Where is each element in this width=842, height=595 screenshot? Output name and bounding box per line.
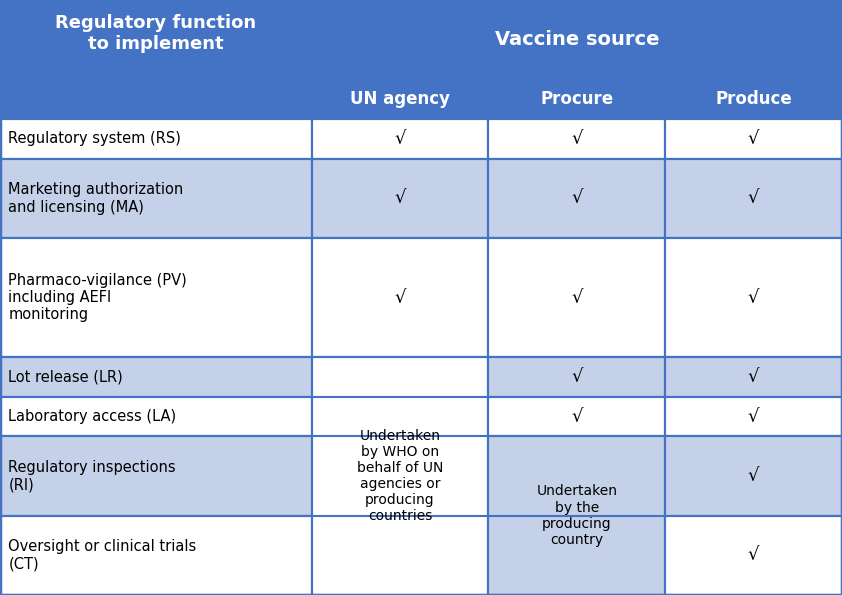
- FancyBboxPatch shape: [488, 159, 665, 238]
- Text: Undertaken
by the
producing
country: Undertaken by the producing country: [536, 484, 617, 547]
- FancyBboxPatch shape: [665, 159, 842, 238]
- FancyBboxPatch shape: [0, 0, 312, 79]
- Text: Undertaken
by WHO on
behalf of UN
agencies or
producing
countries: Undertaken by WHO on behalf of UN agenci…: [357, 428, 443, 524]
- FancyBboxPatch shape: [312, 238, 488, 357]
- Text: √: √: [571, 408, 583, 425]
- FancyBboxPatch shape: [488, 397, 665, 436]
- FancyBboxPatch shape: [665, 119, 842, 159]
- Text: Marketing authorization
and licensing (MA): Marketing authorization and licensing (M…: [8, 182, 184, 215]
- Text: √: √: [571, 368, 583, 386]
- Text: Procure: Procure: [541, 90, 613, 108]
- Text: Lot release (LR): Lot release (LR): [8, 369, 123, 384]
- Text: √: √: [394, 189, 406, 207]
- FancyBboxPatch shape: [665, 357, 842, 397]
- Text: √: √: [748, 467, 759, 485]
- FancyBboxPatch shape: [0, 516, 312, 595]
- FancyBboxPatch shape: [312, 0, 842, 79]
- Text: √: √: [394, 130, 406, 148]
- FancyBboxPatch shape: [0, 79, 312, 119]
- FancyBboxPatch shape: [488, 436, 665, 595]
- Text: √: √: [748, 546, 759, 564]
- FancyBboxPatch shape: [488, 119, 665, 159]
- FancyBboxPatch shape: [488, 238, 665, 357]
- FancyBboxPatch shape: [488, 79, 665, 119]
- FancyBboxPatch shape: [665, 436, 842, 516]
- Text: √: √: [748, 408, 759, 425]
- FancyBboxPatch shape: [665, 79, 842, 119]
- Text: √: √: [748, 130, 759, 148]
- Text: Pharmaco-vigilance (PV)
including AEFI
monitoring: Pharmaco-vigilance (PV) including AEFI m…: [8, 273, 187, 322]
- Text: Vaccine source: Vaccine source: [494, 30, 659, 49]
- FancyBboxPatch shape: [312, 119, 488, 159]
- Text: √: √: [571, 289, 583, 306]
- FancyBboxPatch shape: [0, 357, 312, 397]
- FancyBboxPatch shape: [312, 357, 488, 595]
- FancyBboxPatch shape: [312, 159, 488, 238]
- FancyBboxPatch shape: [0, 397, 312, 436]
- FancyBboxPatch shape: [665, 238, 842, 357]
- FancyBboxPatch shape: [665, 397, 842, 436]
- FancyBboxPatch shape: [0, 119, 312, 159]
- Text: √: √: [748, 189, 759, 207]
- FancyBboxPatch shape: [0, 159, 312, 238]
- Text: Oversight or clinical trials
(CT): Oversight or clinical trials (CT): [8, 539, 197, 572]
- Text: Regulatory inspections
(RI): Regulatory inspections (RI): [8, 460, 176, 492]
- Text: Regulatory function
to implement: Regulatory function to implement: [56, 14, 256, 53]
- Text: √: √: [571, 130, 583, 148]
- FancyBboxPatch shape: [488, 357, 665, 397]
- Text: √: √: [394, 289, 406, 306]
- FancyBboxPatch shape: [665, 516, 842, 595]
- FancyBboxPatch shape: [0, 238, 312, 357]
- Text: Laboratory access (LA): Laboratory access (LA): [8, 409, 177, 424]
- Text: √: √: [571, 189, 583, 207]
- Text: Regulatory system (RS): Regulatory system (RS): [8, 131, 181, 146]
- FancyBboxPatch shape: [312, 79, 488, 119]
- Text: √: √: [748, 289, 759, 306]
- Text: UN agency: UN agency: [350, 90, 450, 108]
- FancyBboxPatch shape: [0, 436, 312, 516]
- Text: √: √: [748, 368, 759, 386]
- Text: Produce: Produce: [715, 90, 792, 108]
